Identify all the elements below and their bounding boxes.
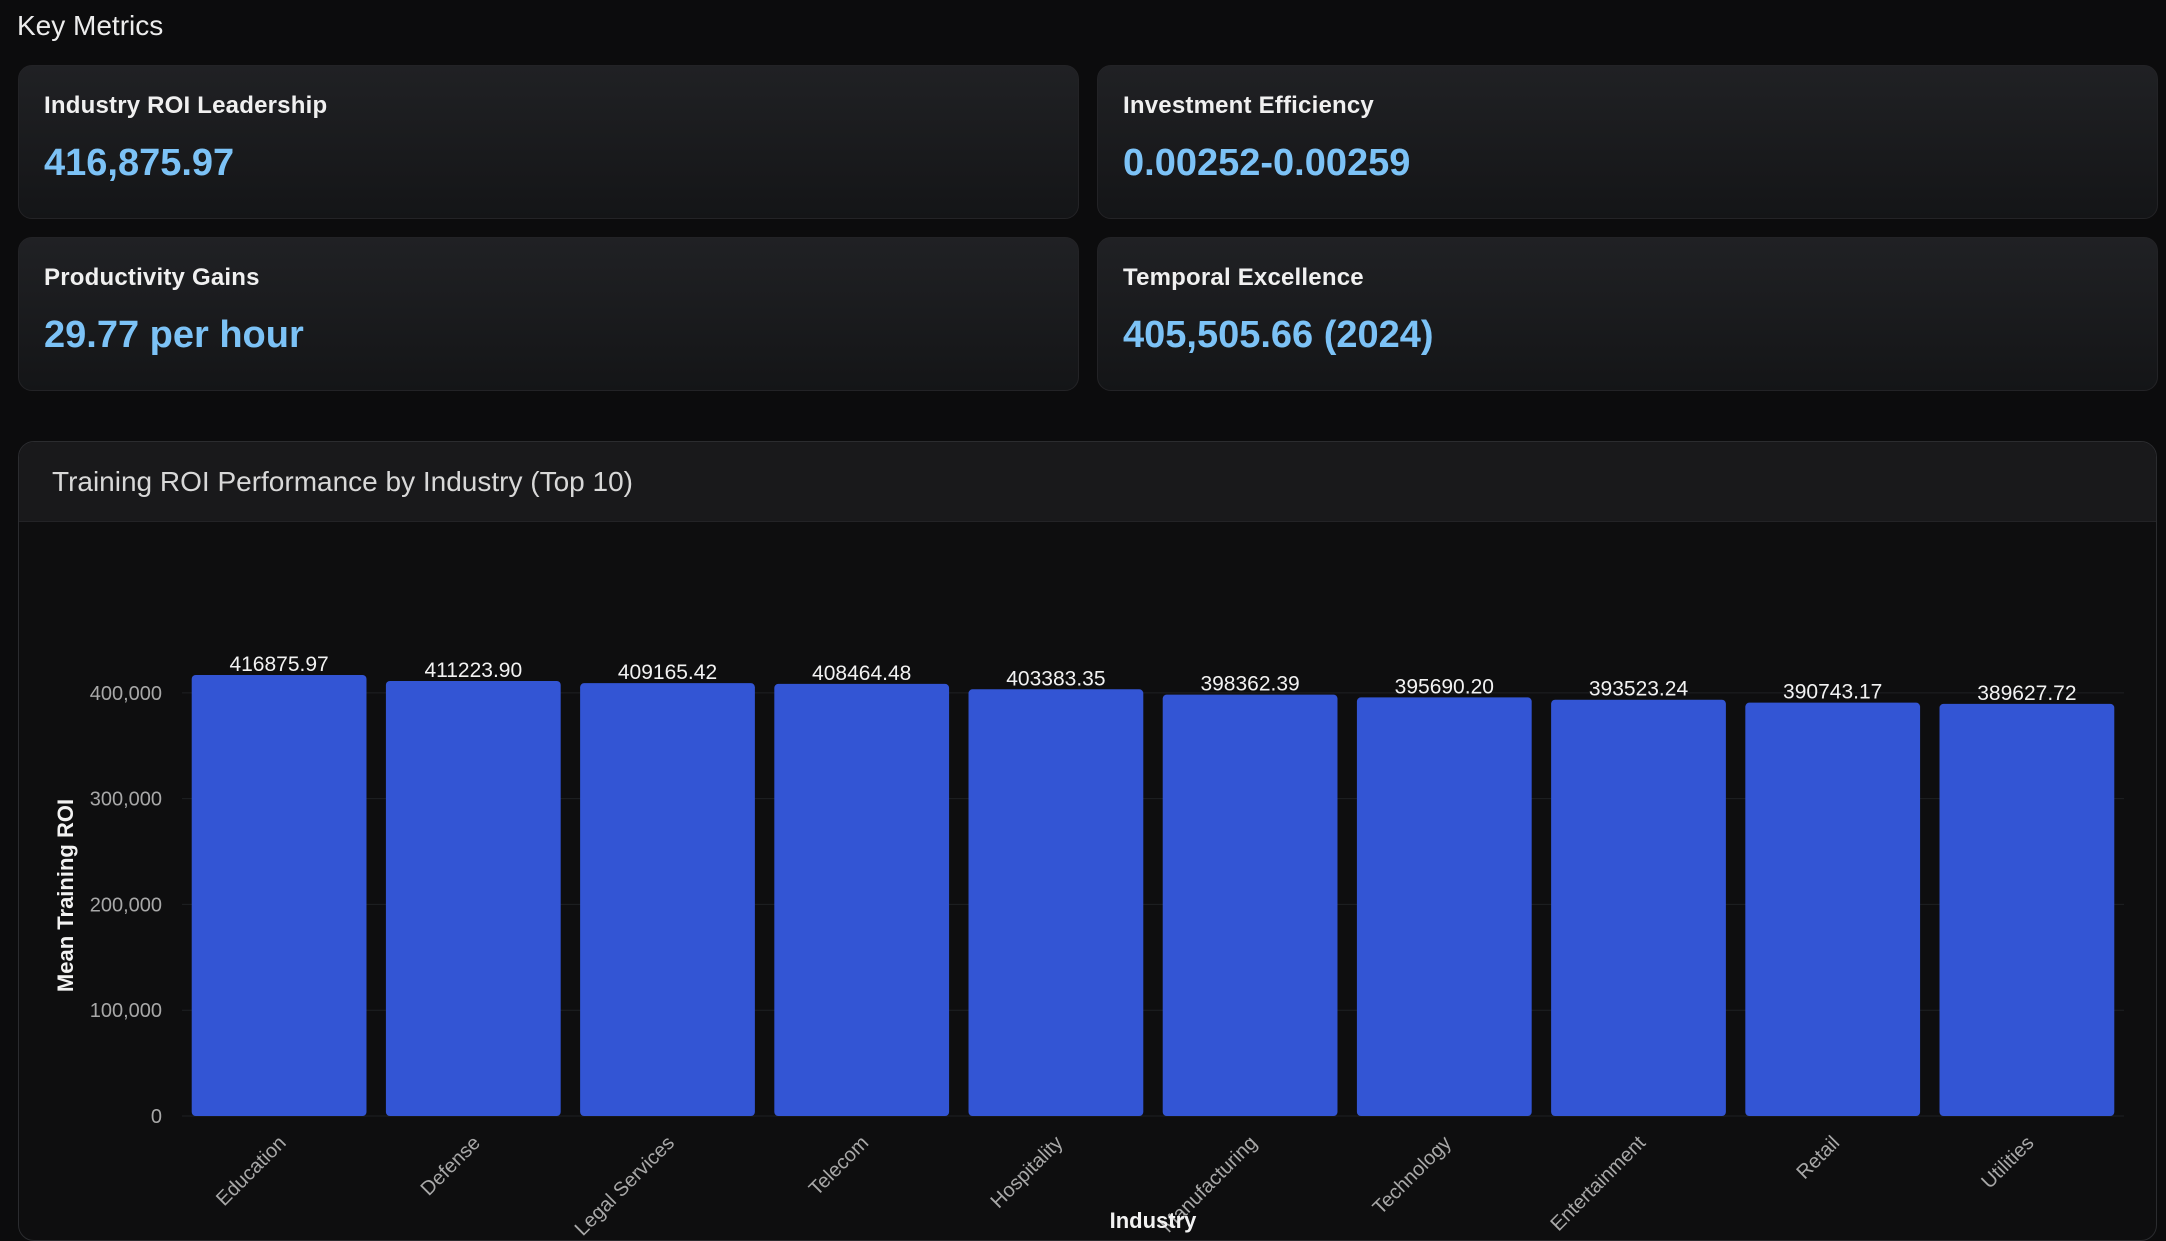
y-tick-label: 0 — [151, 1106, 162, 1128]
x-category-label: Utilities — [1977, 1132, 2038, 1193]
bar-defense — [385, 680, 561, 1116]
bar-entertainment — [1551, 699, 1726, 1116]
bar-value-label: 416875.97 — [229, 653, 328, 676]
bar-legal-services — [580, 683, 755, 1116]
metric-card-productivity-gains: Productivity Gains 29.77 per hour — [18, 237, 1079, 391]
y-axis-ticks: 0 100,000 200,000 300,000 400,000 — [90, 683, 162, 1128]
x-axis-title: Industry — [1110, 1208, 1198, 1233]
metric-label: Industry ROI Leadership — [44, 92, 328, 119]
chart-header: Training ROI Performance by Industry (To… — [19, 442, 2156, 522]
x-category-label: Telecom — [805, 1132, 873, 1200]
bar-value-label: 389627.72 — [1977, 682, 2076, 705]
bar-value-label: 409165.42 — [618, 661, 717, 684]
x-category-label: Defense — [417, 1132, 485, 1200]
metric-card-investment-efficiency: Investment Efficiency 0.00252-0.00259 — [1097, 65, 2158, 219]
bar-chart: 416875.97 411223.90 409165.42 408464.48 4033… — [53, 653, 2124, 1240]
y-axis-title: Mean Training ROI — [53, 799, 78, 992]
bar-value-label: 390743.17 — [1783, 681, 1882, 704]
metric-card-temporal-excellence: Temporal Excellence 405,505.66 (2024) — [1097, 237, 2158, 391]
x-category-label: Education — [212, 1132, 290, 1210]
bar-telecom — [774, 683, 950, 1116]
metric-label: Temporal Excellence — [1123, 264, 1364, 291]
x-category-label: Technology — [1369, 1132, 1456, 1219]
section-title: Key Metrics — [17, 10, 164, 41]
chart-title: Training ROI Performance by Industry (To… — [52, 465, 633, 497]
metric-label: Productivity Gains — [44, 264, 260, 291]
bar-education — [191, 675, 367, 1116]
y-tick-label: 300,000 — [90, 789, 162, 811]
bar-value-label: 403383.35 — [1006, 667, 1105, 690]
metric-cards: Industry ROI Leadership 416,875.97 Inves… — [18, 65, 2158, 391]
y-tick-label: 200,000 — [90, 894, 162, 916]
metric-value: 29.77 per hour — [44, 314, 304, 356]
metric-card-roi-leadership: Industry ROI Leadership 416,875.97 — [18, 65, 1079, 219]
bar-value-label: 411223.90 — [424, 659, 522, 682]
chart-panel: Training ROI Performance by Industry (To… — [18, 441, 2157, 1241]
bar-utilities — [1939, 703, 2115, 1116]
x-category-label: Retail — [1793, 1132, 1845, 1184]
bar-value-label: 393523.24 — [1589, 678, 1689, 701]
metric-label: Investment Efficiency — [1123, 92, 1374, 119]
bar-value-label: 408464.48 — [812, 662, 911, 685]
bar-manufacturing — [1162, 694, 1338, 1116]
x-category-label: Hospitality — [987, 1132, 1068, 1213]
bar-value-label: 398362.39 — [1200, 673, 1299, 696]
y-tick-label: 100,000 — [90, 1000, 162, 1022]
y-tick-label: 400,000 — [90, 683, 162, 705]
bar-technology — [1356, 697, 1532, 1116]
metric-value: 405,505.66 (2024) — [1123, 314, 1434, 356]
x-category-label: Entertainment — [1546, 1132, 1650, 1236]
x-category-label: Legal Services — [571, 1132, 679, 1240]
bar-retail — [1745, 702, 1921, 1116]
bars — [191, 675, 2115, 1116]
metric-value: 0.00252-0.00259 — [1123, 142, 1411, 184]
bar-value-label: 395690.20 — [1395, 675, 1494, 698]
data-labels: 416875.97 411223.90 409165.42 408464.48 4033… — [229, 653, 2076, 705]
bar-hospitality — [968, 689, 1144, 1116]
metric-value: 416,875.97 — [44, 142, 235, 184]
